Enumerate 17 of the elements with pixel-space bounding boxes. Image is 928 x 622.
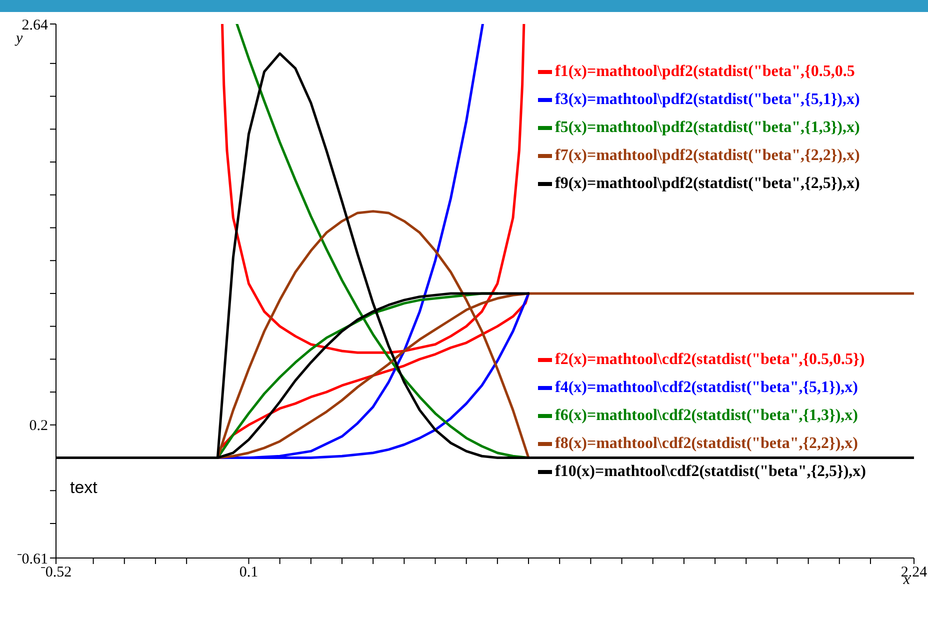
- annotation: text: [70, 478, 98, 498]
- legend-label: f3(x)=mathtool\pdf2(statdist("beta",{5,1}),x): [555, 91, 860, 109]
- y-tick-label: 2.64: [22, 17, 48, 34]
- legend-label: f9(x)=mathtool\pdf2(statdist("beta",{2,5}),x): [555, 175, 860, 193]
- legend-label: f4(x)=mathtool\cdf2(statdist("beta",{5,1}),x): [555, 379, 858, 397]
- x-tick-label: ⁻0.52: [40, 564, 72, 581]
- legend-label: f1(x)=mathtool\pdf2(statdist("beta",{0.5,0.5: [555, 63, 855, 81]
- y-tick-label: 0.2: [29, 418, 48, 434]
- legend-label: f7(x)=mathtool\pdf2(statdist("beta",{2,2}),x): [555, 147, 860, 165]
- y-tick-label: ⁻0.61: [16, 551, 48, 568]
- legend-label: f2(x)=mathtool\cdf2(statdist("beta",{0.5,0.5}): [555, 351, 865, 369]
- legend-label: f10(x)=mathtool\cdf2(statdist("beta",{2,5}),x): [555, 463, 866, 481]
- legend-label: f6(x)=mathtool\cdf2(statdist("beta",{1,3}),x): [555, 407, 858, 425]
- x-tick-label: 0.1: [239, 564, 258, 581]
- legend-label: f5(x)=mathtool\pdf2(statdist("beta",{1,3}),x): [555, 119, 860, 137]
- y-axis-title: y: [14, 30, 23, 47]
- legend-label: f8(x)=mathtool\cdf2(statdist("beta",{2,2}),x): [555, 435, 858, 453]
